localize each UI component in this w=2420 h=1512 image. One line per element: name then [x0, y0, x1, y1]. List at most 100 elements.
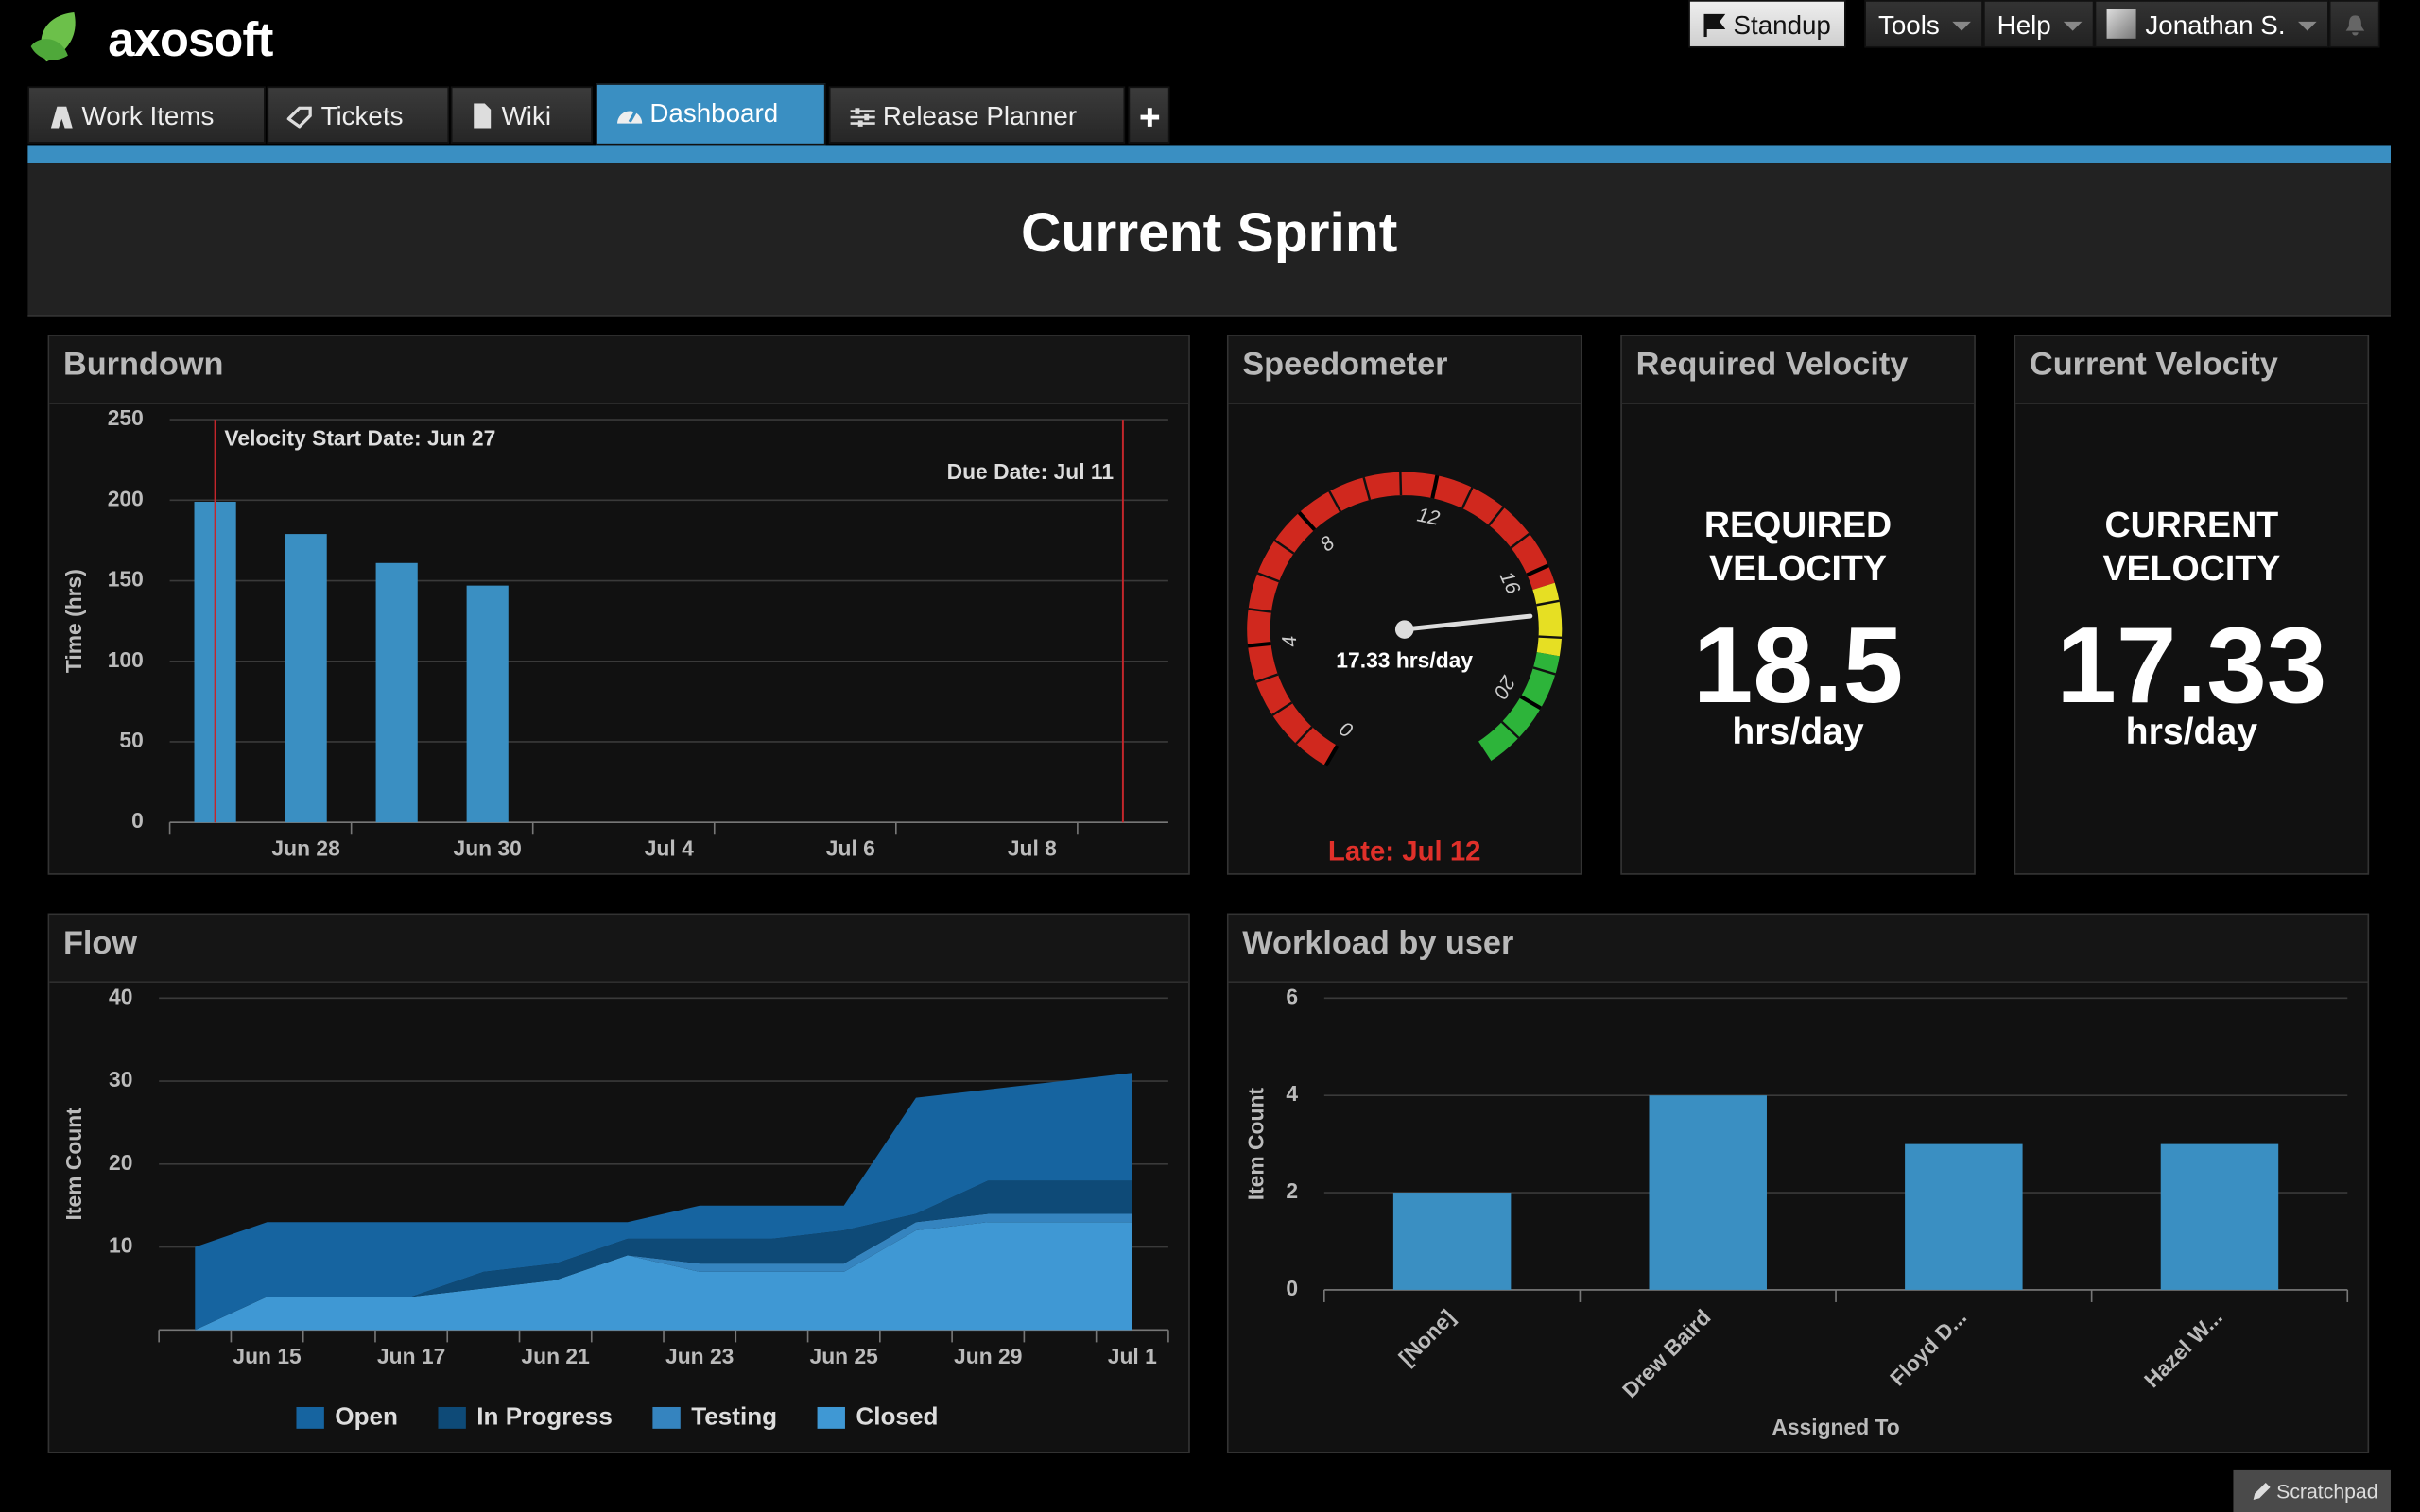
area: [195, 1073, 1132, 1331]
tab-icon: [617, 110, 643, 124]
y-tick-label: 100: [108, 647, 144, 672]
button-label: Help: [1996, 10, 2051, 41]
y-tick-label: 0: [1286, 1276, 1298, 1300]
x-tick-label: Jun 25: [810, 1344, 879, 1368]
add-tab-button[interactable]: [1128, 86, 1170, 144]
page-title: Current Sprint: [1020, 200, 1398, 265]
gauge-segment: [1273, 539, 1295, 555]
gauge-tick: [1526, 563, 1549, 577]
user-menu[interactable]: Jonathan S.: [2094, 0, 2329, 48]
tab-icon: [474, 103, 492, 129]
legend-label: Open: [335, 1401, 398, 1430]
gauge-segment: [1488, 506, 1505, 526]
x-tick-label: Jul 4: [645, 836, 694, 861]
avatar: [2106, 9, 2136, 39]
velocity-label: REQUIRED VELOCITY: [1703, 504, 1893, 589]
gauge-tick: [1247, 641, 1271, 648]
y-tick-label: 10: [109, 1233, 132, 1258]
x-tick-label: Jun 17: [377, 1344, 445, 1368]
gauge-note: Late: Jul 12: [1328, 836, 1481, 868]
area: [195, 1222, 1132, 1331]
legend-swatch: [438, 1406, 466, 1429]
tab[interactable]: Tickets: [267, 86, 450, 144]
x-tick-label: Drew Baird: [1617, 1304, 1716, 1402]
bar: [285, 534, 327, 823]
gauge-segment: [1510, 532, 1530, 549]
widget: Burndown: [47, 335, 1190, 875]
x-tick-label: Jun 15: [233, 1344, 302, 1368]
gauge-value-label: 17.33 hrs/day: [1336, 647, 1473, 672]
gauge-tick: [1297, 511, 1317, 531]
tools-menu[interactable]: Tools: [1864, 0, 1983, 48]
button-label: Jonathan S.: [2145, 10, 2286, 41]
tab-label: Dashboard: [649, 98, 779, 129]
x-axis-label: Assigned To: [1772, 1415, 1899, 1439]
gauge-tick: [1519, 695, 1542, 711]
legend-label: In Progress: [476, 1401, 613, 1430]
x-tick-label: Hazel W...: [2139, 1304, 2227, 1392]
gauge-segment: [1248, 608, 1272, 613]
plus-icon: [1140, 108, 1160, 127]
widget: Required Velocity REQUIRED VELOCITY 18.5…: [1620, 335, 1976, 875]
tab-label: Tickets: [320, 101, 404, 131]
tab[interactable]: Work Items: [27, 86, 266, 144]
y-axis-label: Item Count: [1244, 1088, 1269, 1201]
gauge-segment: [1255, 673, 1279, 683]
gauge-segment: [1399, 472, 1403, 496]
legend-label: Testing: [691, 1401, 777, 1430]
tab-label: Release Planner: [882, 101, 1078, 131]
x-tick-label: Jun 30: [454, 836, 522, 861]
legend-label: Closed: [856, 1401, 938, 1430]
legend-swatch: [652, 1406, 681, 1429]
area: [195, 1180, 1132, 1331]
gauge-tick-label: 4: [1279, 635, 1302, 648]
caret: [2298, 21, 2317, 31]
y-tick-label: 150: [108, 567, 144, 592]
widget-title: Workload by user: [1228, 915, 2368, 983]
x-tick-label: Jul 1: [1108, 1344, 1157, 1368]
y-axis-label: Item Count: [61, 1108, 86, 1221]
velocity-unit: hrs/day: [2125, 711, 2258, 753]
tab[interactable]: Wiki: [450, 86, 593, 144]
y-tick-label: 30: [109, 1067, 132, 1091]
gauge-band: [1532, 582, 1563, 657]
widget-title: Speedometer: [1228, 335, 1581, 404]
bar: [375, 562, 418, 823]
gauge-tick-label: 0: [1337, 717, 1357, 742]
gauge-segment: [1538, 635, 1563, 640]
notifications-button[interactable]: [2328, 0, 2380, 48]
bar: [466, 585, 509, 823]
gauge-segment: [1500, 721, 1520, 739]
x-tick-label: [None]: [1393, 1304, 1460, 1370]
scratchpad-button[interactable]: Scratchpad: [2233, 1469, 2391, 1512]
bar: [2160, 1143, 2279, 1290]
gauge-tick-label: 12: [1415, 504, 1442, 529]
x-tick-label: Jun 21: [521, 1344, 590, 1368]
pencil-icon: [2253, 1482, 2271, 1500]
x-tick-label: Jul 8: [1008, 836, 1057, 861]
tab[interactable]: Release Planner: [828, 86, 1126, 144]
logo-text: axosoft: [108, 12, 273, 67]
x-tick-label: Floyd D...: [1885, 1304, 1971, 1390]
widget-title: Current Velocity: [2015, 335, 2368, 404]
gauge-segment: [1256, 572, 1280, 583]
widget-title: Flow: [49, 915, 1189, 983]
gauge-band: [1478, 652, 1560, 762]
standup-button[interactable]: Standup: [1688, 0, 1846, 48]
title-panel: Current Sprint: [27, 163, 2391, 317]
tab-bar: [27, 145, 2391, 164]
gauge-needle: [1402, 613, 1533, 632]
x-tick-label: Jun 23: [666, 1344, 734, 1368]
gauge-segment: [1362, 476, 1372, 501]
button-label: Standup: [1733, 10, 1831, 41]
help-menu[interactable]: Help: [1982, 0, 2095, 48]
tab-active[interactable]: Dashboard: [596, 83, 826, 146]
gauge-tick: [1430, 474, 1440, 499]
y-tick-label: 0: [131, 808, 144, 833]
gauge-tick-label: 20: [1489, 671, 1519, 702]
widget: Speedometer: [1226, 335, 1582, 875]
x-tick-label: Jun 29: [954, 1344, 1022, 1368]
tab-label: Work Items: [81, 101, 215, 131]
